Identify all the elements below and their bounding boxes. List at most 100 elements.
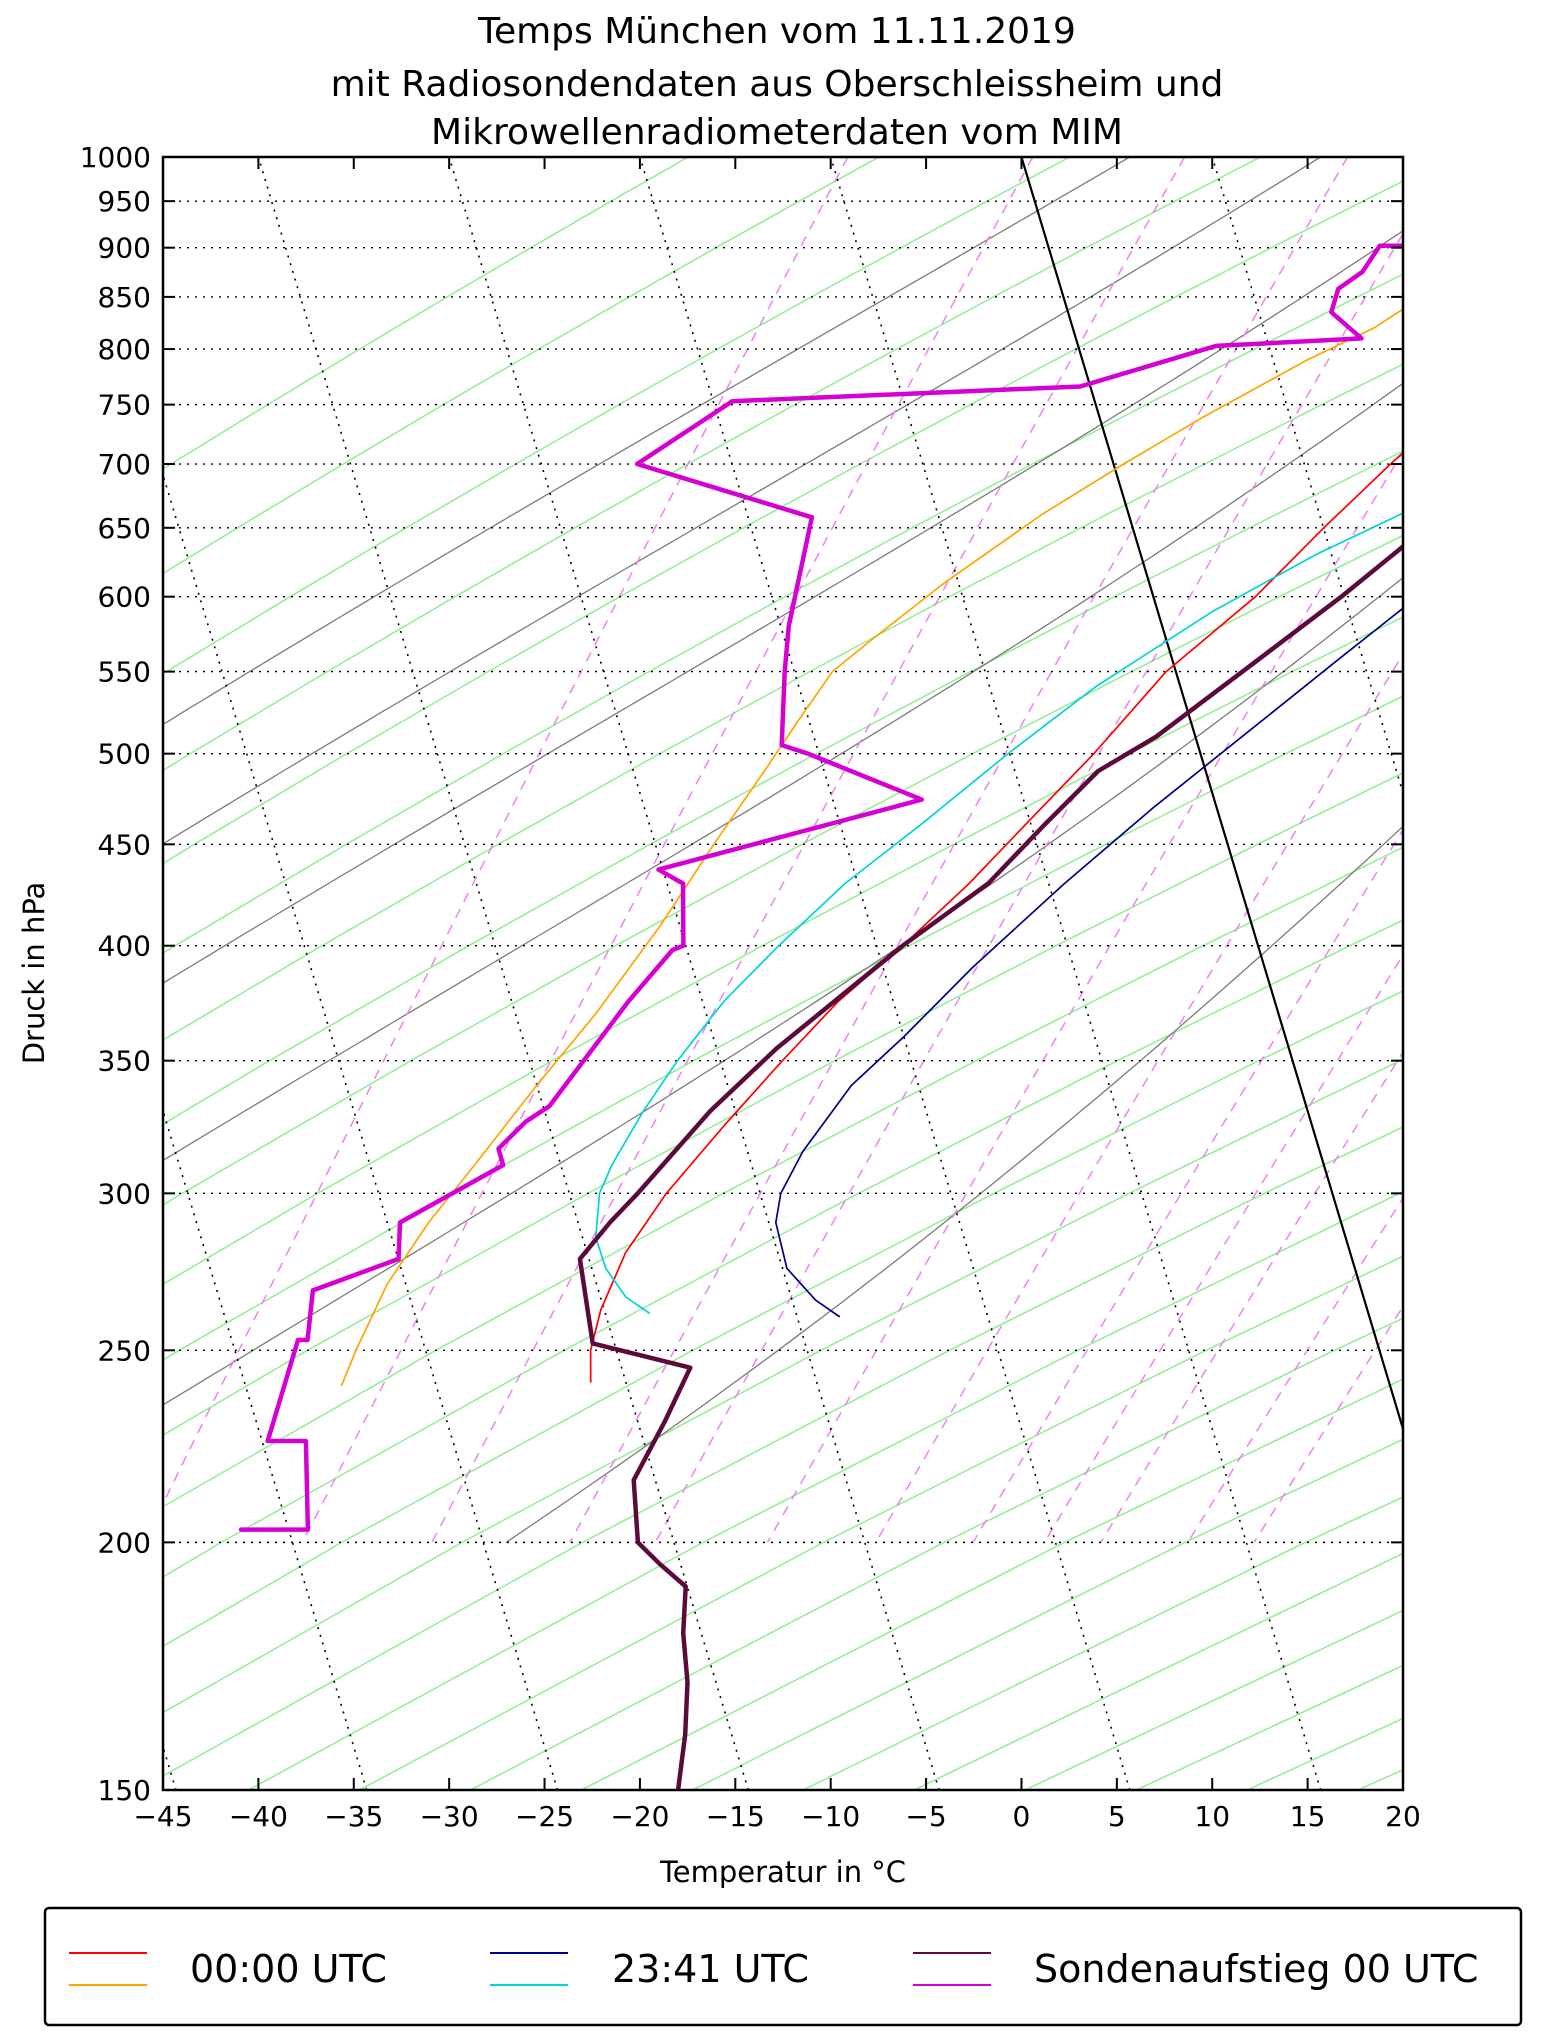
dry-adiabat-line xyxy=(163,180,1403,865)
y-tick-label: 400 xyxy=(98,930,151,963)
isotherm-line xyxy=(639,157,1131,1790)
title-line-3: Mikrowellenradiometerdaten vom MIM xyxy=(431,112,1123,153)
dry-adiabat-line xyxy=(1246,1717,1403,1790)
x-tick-label: −40 xyxy=(229,1800,288,1833)
moist-adiabat-line xyxy=(163,230,1403,984)
y-tick-label: 650 xyxy=(98,512,151,545)
mixing-ratio-line xyxy=(301,157,1034,1543)
y-tick-label: 1000 xyxy=(80,141,151,174)
dry-adiabat-line xyxy=(1357,1768,1403,1790)
dry-adiabat-line xyxy=(163,846,1403,1508)
dry-adiabat-line xyxy=(163,450,1403,1126)
moist-adiabat-line xyxy=(163,157,1321,845)
legend-entry-2: 23:41 UTC xyxy=(490,1947,809,1991)
moist-adiabat-line xyxy=(163,157,1131,726)
data-series-1 xyxy=(589,451,1403,1383)
x-tick-label: −45 xyxy=(133,1800,192,1833)
x-tick-label: 10 xyxy=(1194,1800,1230,1833)
dry-adiabat-line xyxy=(163,1058,1403,1714)
x-axis-label: Temperatur in °C xyxy=(659,1855,906,1889)
isotherm-line xyxy=(163,1108,368,1790)
data-series-2 xyxy=(340,308,1403,1387)
y-tick-label: 800 xyxy=(98,333,151,366)
dry-adiabat-line xyxy=(248,1190,1403,1790)
dry-adiabat-line xyxy=(163,157,1071,675)
mixing-ratio-line xyxy=(1100,1050,1403,1543)
dry-adiabat-line xyxy=(163,919,1403,1578)
mixing-ratio-line xyxy=(431,157,1186,1543)
data-series-6 xyxy=(238,243,1403,1532)
y-tick-label: 500 xyxy=(98,738,151,771)
mixing-ratio-line xyxy=(569,157,1349,1543)
reference-lines xyxy=(163,157,1403,1790)
x-tick-label: −20 xyxy=(610,1800,669,1833)
title-line-1: Temps München vom 11.11.2019 xyxy=(477,11,1076,52)
data-series-4 xyxy=(594,512,1403,1315)
dry-adiabat-line xyxy=(913,1552,1403,1790)
dry-adiabat-line xyxy=(163,363,1403,1041)
dry-adiabat-line xyxy=(163,157,880,575)
y-tick-label: 200 xyxy=(98,1526,151,1559)
pressure-gridlines xyxy=(163,157,1403,1790)
dry-adiabat-line xyxy=(163,616,1403,1286)
legend-entry-3: Sondenaufstieg 00 UTC xyxy=(913,1947,1478,1991)
y-tick-label: 450 xyxy=(98,828,151,861)
dry-adiabat-line xyxy=(470,1317,1403,1790)
isotherm-line xyxy=(829,157,1322,1790)
title-line-2: mit Radiosondendaten aus Oberschleisshei… xyxy=(331,64,1224,105)
dry-adiabat-line xyxy=(359,1255,1403,1790)
legend-entry-1: 00:00 UTC xyxy=(69,1947,387,1991)
mixing-ratio-line xyxy=(1187,1196,1403,1543)
chart-title: Temps München vom 11.11.2019 mit Radioso… xyxy=(331,11,1224,153)
x-tick-label: −35 xyxy=(324,1800,383,1833)
x-tick-label: −5 xyxy=(905,1800,946,1833)
x-tick-label: 20 xyxy=(1385,1800,1421,1833)
moist-adiabat-line xyxy=(505,825,1403,1543)
x-tick-label: −15 xyxy=(706,1800,765,1833)
data-series-3 xyxy=(774,607,1403,1318)
data-series-5 xyxy=(577,543,1403,1790)
dry-adiabat-line xyxy=(580,1378,1403,1790)
dry-adiabat-line xyxy=(163,990,1403,1648)
mixing-ratio-line xyxy=(972,828,1403,1543)
y-tick-label: 550 xyxy=(98,656,151,689)
dry-adiabat-line xyxy=(1135,1664,1403,1790)
moist-adiabat-line xyxy=(163,382,1403,1162)
y-tick-label: 850 xyxy=(98,281,151,314)
dry-adiabat-line xyxy=(1024,1609,1403,1790)
y-tick-label: 350 xyxy=(98,1045,151,1078)
y-tick-label: 300 xyxy=(98,1177,151,1210)
mixing-ratio-line xyxy=(163,157,849,1506)
y-axis-label: Druck in hPa xyxy=(17,882,51,1065)
dry-adiabat-line xyxy=(163,157,1261,772)
x-axis: −45 −40 −35 −30 −25 −20 −15 −10 −5 0 5 10 15 20 xyxy=(133,157,1421,1833)
legend-label-3: Sondenaufstieg 00 UTC xyxy=(1034,1947,1478,1991)
mixing-ratio-line xyxy=(654,232,1403,1543)
mixing-ratio-line xyxy=(766,450,1403,1543)
x-tick-label: −10 xyxy=(801,1800,860,1833)
legend-label-1: 00:00 UTC xyxy=(190,1947,387,1991)
x-tick-label: −30 xyxy=(420,1800,479,1833)
y-tick-label: 750 xyxy=(98,389,151,422)
x-tick-label: 5 xyxy=(1108,1800,1126,1833)
dry-adiabat-line xyxy=(163,157,689,470)
dry-adiabat-line xyxy=(802,1496,1403,1790)
x-tick-label: 0 xyxy=(1013,1800,1031,1833)
zero-isotherm-line xyxy=(1020,157,1403,1433)
mixing-ratio-line xyxy=(1043,953,1403,1543)
legend: 00:00 UTC 23:41 UTC Sondenaufstieg 00 UT… xyxy=(43,1906,1523,2027)
legend-box xyxy=(43,1906,1523,2027)
series-layer xyxy=(238,243,1403,1790)
dry-adiabat-line xyxy=(163,273,1403,954)
y-axis: 1000 950 900 850 800 750 700 650 600 550 500 450 400… xyxy=(80,141,1403,1807)
dry-adiabat-line xyxy=(163,534,1403,1206)
dry-adiabat-line xyxy=(163,772,1403,1436)
y-tick-label: 600 xyxy=(98,581,151,614)
y-tick-label: 250 xyxy=(98,1334,151,1367)
y-tick-label: 900 xyxy=(98,232,151,265)
isotherm-line xyxy=(1402,157,1403,160)
x-tick-label: −25 xyxy=(515,1800,574,1833)
isotherm-line xyxy=(257,157,750,1790)
x-tick-label: 15 xyxy=(1290,1800,1326,1833)
